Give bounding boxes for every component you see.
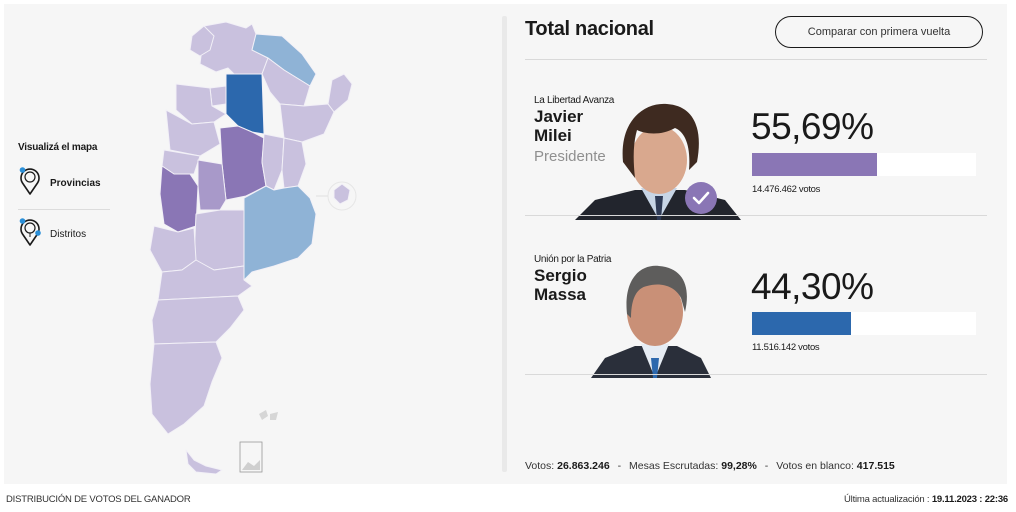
- province-entre-rios: [281, 137, 307, 189]
- candidate-first-name: Javier: [534, 107, 584, 126]
- islands-malvinas: [259, 410, 278, 420]
- candidate-row-milei: La Libertad Avanza Javier Milei Presiden…: [525, 64, 987, 220]
- province-santa-cruz: [149, 341, 223, 435]
- map-pin-icon: [18, 166, 42, 201]
- vote-bar: [752, 153, 976, 176]
- candidate-votes: 14.476.462 votos: [752, 184, 821, 195]
- party-name: La Libertad Avanza: [534, 95, 615, 106]
- map-view-title: Visualizá el mapa: [18, 142, 98, 153]
- province-catamarca: [175, 83, 227, 125]
- divider: [525, 59, 987, 60]
- winner-check-badge: [685, 182, 717, 214]
- separator: -: [764, 460, 769, 472]
- map-caption: DISTRIBUCIÓN DE VOTOS DEL GANADOR: [6, 494, 191, 505]
- total-votes-label: Votos:: [525, 460, 555, 472]
- divider: [525, 374, 987, 375]
- candidate-last-name: Massa: [534, 285, 586, 304]
- map-pin-multi-icon: [18, 217, 42, 252]
- tables-counted-label: Mesas Escrutadas:: [629, 460, 719, 472]
- scrollbar[interactable]: [502, 16, 507, 472]
- province-santa-fe: [261, 133, 285, 191]
- province-caba: [333, 183, 351, 205]
- argentina-map[interactable]: [134, 14, 374, 474]
- candidate-row-massa: Unión por la Patria Sergio Massa 44,30%: [525, 224, 987, 378]
- results-panel: Visualizá el mapa Provincias: [4, 4, 1007, 484]
- candidate-photo-massa: [591, 258, 721, 378]
- vote-bar: [752, 312, 976, 335]
- national-results: Total nacional Comparar con primera vuel…: [525, 4, 990, 484]
- blank-votes-label: Votos en blanco:: [776, 460, 854, 472]
- province-la-pampa: [193, 209, 245, 271]
- province-corrientes: [279, 103, 335, 143]
- candidate-percent: 44,30%: [751, 266, 874, 307]
- province-jujuy: [189, 25, 215, 57]
- province-santiago-del-estero: [225, 73, 265, 135]
- view-option-distritos[interactable]: Distritos: [18, 214, 118, 254]
- province-tierra-del-fuego: [185, 449, 223, 474]
- view-option-provincias[interactable]: Provincias: [18, 163, 118, 203]
- map-view-selector: Visualizá el mapa Provincias: [18, 142, 118, 254]
- province-tucuman: [209, 85, 227, 107]
- check-icon: [692, 191, 710, 205]
- party-name: Unión por la Patria: [534, 254, 612, 265]
- divider: [18, 209, 110, 210]
- tables-counted-value: 99,28%: [721, 460, 757, 472]
- candidate-last-name: Milei: [534, 126, 572, 145]
- separator: -: [617, 460, 622, 472]
- map-section: Visualizá el mapa Provincias: [4, 4, 507, 484]
- vote-bar-fill: [752, 153, 878, 176]
- winner-role: Presidente: [534, 148, 606, 165]
- province-mendoza: [159, 165, 199, 233]
- view-option-label: Distritos: [50, 228, 87, 240]
- candidate-percent: 55,69%: [751, 106, 874, 147]
- province-misiones: [327, 73, 353, 113]
- total-votes-value: 26.863.246: [557, 460, 610, 472]
- blank-votes-value: 417.515: [856, 460, 895, 472]
- vote-bar-fill: [752, 312, 852, 335]
- candidate-first-name: Sergio: [534, 266, 587, 285]
- province-san-luis: [197, 159, 227, 211]
- province-cordoba: [219, 125, 267, 201]
- page-title: Total nacional: [525, 18, 654, 40]
- province-chubut: [151, 295, 245, 345]
- province-la-rioja: [165, 109, 221, 157]
- view-option-label: Provincias: [50, 177, 101, 189]
- results-summary: Votos: 26.863.246 - Mesas Escrutadas: 99…: [525, 460, 895, 472]
- candidate-photo-milei: [575, 100, 745, 220]
- last-update-label: Última actualización :: [844, 494, 930, 505]
- last-update-value: 19.11.2023 : 22:36: [931, 494, 1008, 505]
- divider: [525, 215, 987, 216]
- province-buenos-aires: [243, 185, 317, 281]
- last-update: Última actualización : 19.11.2023 : 22:3…: [844, 494, 1008, 505]
- candidate-votes: 11.516.142 votos: [752, 342, 820, 353]
- compare-first-round-button[interactable]: Comparar con primera vuelta: [775, 16, 983, 48]
